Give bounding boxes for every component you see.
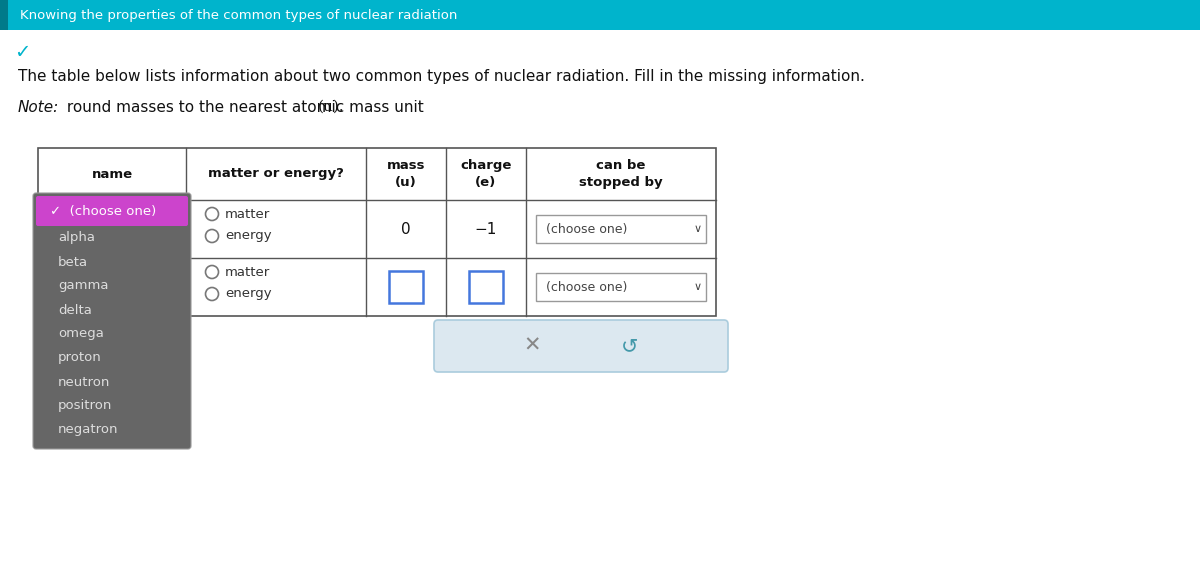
Text: ∨: ∨ <box>694 224 702 234</box>
Text: name: name <box>91 168 132 180</box>
Text: neutron: neutron <box>58 376 110 389</box>
Text: gamma: gamma <box>58 280 108 292</box>
Text: Knowing the properties of the common types of nuclear radiation: Knowing the properties of the common typ… <box>20 9 457 22</box>
Text: (u).: (u). <box>318 100 344 114</box>
FancyBboxPatch shape <box>34 193 191 449</box>
Text: can be
stopped by: can be stopped by <box>580 159 662 189</box>
Bar <box>536 215 706 243</box>
Text: beta: beta <box>58 255 88 268</box>
Text: round masses to the nearest atomic mass unit: round masses to the nearest atomic mass … <box>62 100 428 114</box>
Text: negatron: negatron <box>58 424 119 437</box>
Bar <box>0 0 8 30</box>
Circle shape <box>205 230 218 243</box>
Text: matter or energy?: matter or energy? <box>208 168 344 180</box>
Text: matter: matter <box>226 265 270 278</box>
Text: energy: energy <box>226 288 271 301</box>
FancyBboxPatch shape <box>434 320 728 372</box>
Bar <box>389 271 424 303</box>
Text: −1: −1 <box>475 222 497 237</box>
FancyBboxPatch shape <box>36 196 188 226</box>
Text: mass
(u): mass (u) <box>386 159 425 189</box>
Bar <box>0 0 1200 30</box>
Text: Note:: Note: <box>18 100 59 114</box>
Text: alpha: alpha <box>58 231 95 244</box>
Text: The table below lists information about two common types of nuclear radiation. F: The table below lists information about … <box>18 69 865 83</box>
Text: delta: delta <box>58 304 92 316</box>
Text: (choose one): (choose one) <box>546 281 628 294</box>
Bar <box>38 148 716 316</box>
Text: omega: omega <box>58 328 104 340</box>
Text: matter: matter <box>226 207 270 220</box>
Text: (choose one): (choose one) <box>546 223 628 236</box>
Text: positron: positron <box>58 400 113 413</box>
Circle shape <box>205 207 218 220</box>
Text: ✓: ✓ <box>14 43 30 62</box>
Text: charge
(e): charge (e) <box>461 159 511 189</box>
Bar <box>469 271 503 303</box>
Circle shape <box>205 265 218 278</box>
Circle shape <box>205 288 218 301</box>
Text: energy: energy <box>226 230 271 243</box>
Bar <box>536 273 706 301</box>
Text: ∨: ∨ <box>694 282 702 292</box>
Text: proton: proton <box>58 352 102 364</box>
Text: ✕: ✕ <box>523 336 541 356</box>
Text: ↺: ↺ <box>620 336 638 356</box>
Text: ✓  (choose one): ✓ (choose one) <box>50 205 156 217</box>
Text: 0: 0 <box>401 222 410 237</box>
